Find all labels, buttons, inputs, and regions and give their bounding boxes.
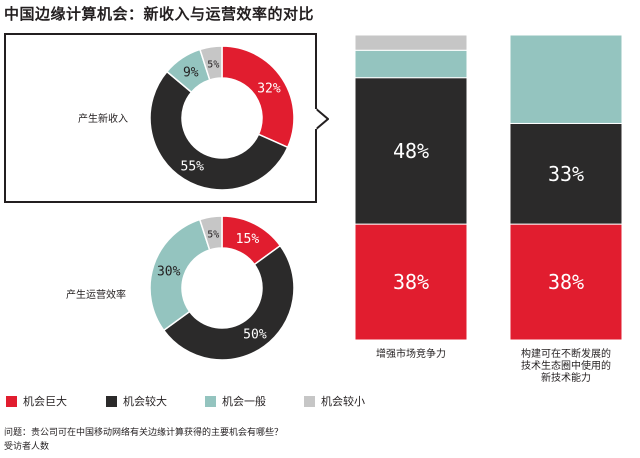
bar-0-segment-1 [354, 77, 468, 225]
donut-label-efficiency: 产生运营效率 [66, 290, 126, 301]
legend-label-small: 机会较小 [321, 395, 365, 408]
legend-swatch-average [205, 395, 216, 407]
bar-0-segment-0 [354, 223, 468, 341]
legend-swatch-large [106, 395, 117, 407]
legend: 机会巨大 机会较大 机会一般 机会较小 [0, 393, 640, 409]
box-arrow-icon [315, 108, 329, 130]
donut-1-value-label-0: 15% [236, 232, 260, 247]
legend-swatch-huge [6, 395, 17, 407]
legend-label-huge: 机会巨大 [23, 395, 67, 408]
legend-swatch-small [304, 395, 315, 407]
bar-1-value-label-0: 38% [548, 270, 584, 294]
bar-1-segment-0 [509, 223, 623, 341]
footer-question: 问题：贵公司可在中国移动网络有关边缘计算获得的主要机会有哪些？ [4, 428, 284, 438]
bar-0-segment-2 [354, 49, 468, 79]
donut-0-slice-1 [149, 70, 289, 191]
legend-item-average: 机会一般 [205, 393, 266, 409]
donut-0-value-label-1: 55% [181, 159, 205, 174]
bar-1-category-label: 技术生态圈中使用的 [521, 359, 611, 372]
donut-1-value-label-2: 30% [157, 265, 181, 280]
donut-label-revenue: 产生新收入 [78, 114, 128, 125]
donut-0-slice-0 [221, 45, 295, 149]
legend-item-large: 机会较大 [106, 393, 167, 409]
donut-1-slice-1 [162, 244, 295, 361]
bar-1-category-label: 构建可在不断发展的 [521, 347, 611, 360]
legend-label-average: 机会一般 [222, 395, 266, 408]
bar-0-category-label: 增强市场竞争力 [376, 347, 446, 360]
donut-1-value-label-3: 5% [207, 230, 219, 241]
donut-1-slice-2 [149, 218, 211, 332]
donut-0-value-label-3: 5% [207, 60, 219, 71]
donut-0-slice-3 [199, 45, 223, 81]
footer-sample: 受访者人数 [4, 442, 50, 452]
donut-1-slice-3 [198, 215, 223, 251]
legend-item-huge: 机会巨大 [6, 393, 67, 409]
donut-0-value-label-2: 9% [183, 65, 199, 80]
bar-1-segment-1 [509, 122, 623, 225]
bar-1-segment-2 [509, 34, 623, 124]
bar-1-category-label: 新技术能力 [541, 371, 591, 384]
donut-0-value-label-0: 32% [257, 82, 281, 97]
legend-item-small: 机会较小 [304, 393, 365, 409]
bar-1-value-label-1: 33% [548, 162, 584, 186]
legend-label-large: 机会较大 [123, 395, 167, 408]
donut-1-value-label-1: 50% [243, 327, 267, 342]
bar-0-segment-3 [354, 34, 468, 51]
bar-0-value-label-0: 38% [393, 270, 429, 294]
chart-title: 中国边缘计算机会：新收入与运营效率的对比 [4, 5, 315, 23]
bar-0-value-label-1: 48% [393, 139, 429, 163]
